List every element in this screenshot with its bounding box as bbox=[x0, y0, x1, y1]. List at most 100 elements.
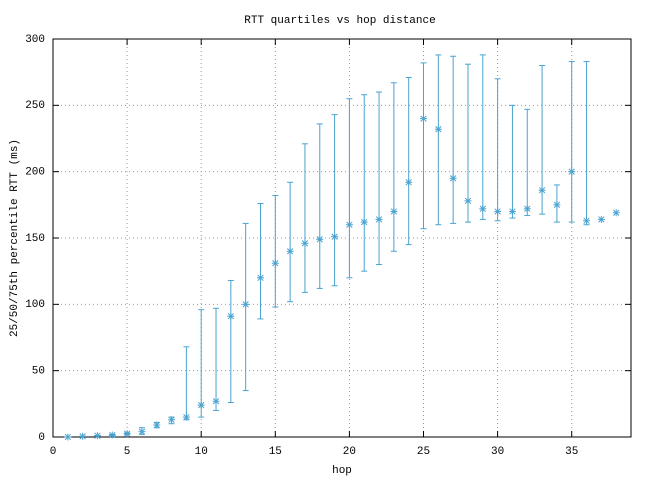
x-tick-label: 25 bbox=[417, 446, 430, 458]
y-axis-label: 25/50/75th percentile RTT (ms) bbox=[9, 139, 21, 337]
marker-stroke bbox=[257, 274, 264, 281]
point-marker bbox=[494, 207, 502, 215]
chart-title: RTT quartiles vs hop distance bbox=[244, 15, 435, 27]
x-tick-label: 5 bbox=[124, 446, 131, 458]
marker-stroke bbox=[79, 433, 86, 440]
y-tick-label: 0 bbox=[38, 432, 45, 444]
error-bar bbox=[257, 203, 264, 320]
point-marker bbox=[108, 431, 116, 439]
marker-stroke bbox=[153, 421, 160, 429]
point-marker bbox=[93, 432, 101, 440]
point-marker bbox=[182, 413, 190, 421]
marker-stroke bbox=[198, 402, 205, 409]
error-bar bbox=[568, 61, 575, 223]
point-marker bbox=[301, 239, 309, 247]
marker-stroke bbox=[509, 208, 516, 215]
marker-stroke bbox=[286, 248, 294, 255]
x-axis-label: hop bbox=[332, 465, 352, 477]
point-marker bbox=[553, 201, 561, 209]
marker-stroke bbox=[598, 216, 605, 223]
marker-stroke bbox=[553, 201, 561, 208]
error-bar bbox=[198, 309, 205, 418]
error-bar bbox=[316, 123, 323, 289]
point-marker bbox=[153, 421, 161, 429]
y-tick-label: 250 bbox=[25, 100, 45, 112]
point-marker bbox=[420, 115, 428, 123]
error-bar bbox=[524, 108, 531, 216]
point-marker bbox=[375, 215, 383, 223]
point-marker bbox=[331, 233, 339, 241]
error-bar bbox=[435, 54, 442, 226]
point-marker bbox=[523, 205, 531, 213]
point-marker bbox=[360, 218, 368, 226]
error-bar bbox=[390, 82, 397, 252]
error-bar bbox=[450, 55, 457, 224]
marker-stroke bbox=[479, 205, 486, 212]
marker-stroke bbox=[272, 260, 279, 267]
point-marker bbox=[271, 259, 279, 267]
marker-stroke bbox=[242, 301, 249, 308]
point-marker bbox=[242, 300, 250, 308]
point-marker bbox=[197, 401, 205, 409]
point-marker bbox=[286, 247, 294, 255]
point-marker bbox=[316, 235, 324, 243]
marker-stroke bbox=[331, 233, 338, 240]
x-tick-label: 20 bbox=[343, 446, 356, 458]
error-bar bbox=[464, 63, 471, 223]
y-tick-label: 200 bbox=[25, 167, 45, 179]
marker-stroke bbox=[227, 313, 234, 320]
marker-stroke bbox=[568, 168, 575, 175]
error-bar bbox=[494, 78, 501, 222]
marker-stroke bbox=[361, 218, 368, 226]
marker-stroke bbox=[420, 115, 427, 122]
marker-stroke bbox=[138, 428, 146, 435]
error-bar bbox=[346, 98, 353, 279]
error-bar bbox=[213, 307, 220, 411]
error-bar bbox=[183, 346, 190, 421]
marker-stroke bbox=[405, 179, 412, 186]
marker-stroke bbox=[375, 216, 383, 223]
point-marker bbox=[212, 397, 220, 405]
point-marker bbox=[256, 274, 264, 282]
marker-stroke bbox=[538, 187, 546, 194]
marker-stroke bbox=[301, 240, 309, 247]
marker-stroke bbox=[316, 236, 323, 243]
point-marker bbox=[64, 433, 72, 441]
error-bar bbox=[331, 114, 338, 287]
point-marker bbox=[123, 430, 131, 438]
error-bar bbox=[420, 62, 427, 230]
marker-stroke bbox=[390, 208, 398, 215]
point-marker bbox=[597, 215, 605, 223]
point-marker bbox=[168, 416, 176, 424]
point-marker bbox=[138, 428, 146, 436]
point-marker bbox=[479, 205, 487, 213]
point-marker bbox=[538, 186, 546, 194]
y-tick-label: 100 bbox=[25, 299, 45, 311]
marker-stroke bbox=[450, 175, 457, 182]
point-marker bbox=[583, 217, 591, 225]
point-marker bbox=[568, 168, 576, 176]
marker-stroke bbox=[212, 398, 220, 405]
error-bar bbox=[479, 54, 486, 220]
point-marker bbox=[227, 312, 235, 320]
error-bar bbox=[227, 279, 234, 404]
marker-stroke bbox=[183, 413, 190, 421]
y-tick-label: 150 bbox=[25, 233, 45, 245]
error-bar bbox=[509, 104, 516, 219]
marker-stroke bbox=[583, 217, 590, 224]
error-bar bbox=[287, 181, 294, 303]
error-bar bbox=[583, 61, 590, 226]
marker-stroke bbox=[109, 431, 116, 439]
point-marker bbox=[508, 207, 516, 215]
point-marker bbox=[434, 125, 442, 133]
y-tick-label: 50 bbox=[32, 366, 45, 378]
x-tick-label: 15 bbox=[269, 446, 282, 458]
marker-stroke bbox=[346, 221, 353, 228]
error-bar bbox=[405, 76, 412, 246]
marker-stroke bbox=[94, 432, 101, 439]
point-marker bbox=[345, 221, 353, 229]
point-marker bbox=[405, 178, 413, 186]
x-tick-label: 30 bbox=[491, 446, 504, 458]
error-bar bbox=[301, 143, 308, 293]
marker-stroke bbox=[464, 197, 472, 205]
